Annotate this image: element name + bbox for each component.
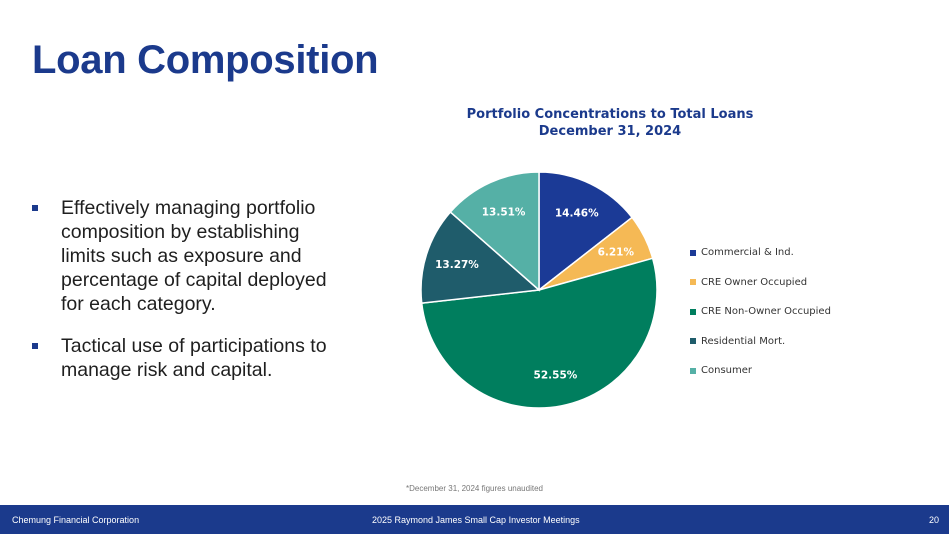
pie-label-consumer: 13.51% xyxy=(482,207,526,219)
pie-slice-cre-non-owner-occupied xyxy=(420,257,658,409)
pie-slice-consumer xyxy=(449,171,540,292)
chart-title-block: Portfolio Concentrations to Total Loans … xyxy=(440,106,780,140)
legend-label: Consumer xyxy=(701,365,752,377)
chart-title: Portfolio Concentrations to Total Loans xyxy=(466,107,754,122)
legend-item-commercial-ind: Commercial & Ind. xyxy=(690,238,831,268)
legend-label: Residential Mort. xyxy=(701,335,786,347)
pie-label-residential-mort: 13.27% xyxy=(435,259,479,271)
legend-swatch xyxy=(690,338,696,345)
slide-title: Loan Composition xyxy=(32,38,379,82)
bullet-square-icon xyxy=(32,343,38,349)
footer-company: Chemung Financial Corporation xyxy=(12,515,140,525)
legend-item-cre-non-owner-occupied: CRE Non-Owner Occupied xyxy=(690,297,831,327)
chart-subtitle: December 31, 2024 xyxy=(538,124,682,139)
pie-slice-commercial-ind xyxy=(538,171,634,292)
legend-item-residential-mort: Residential Mort. xyxy=(690,327,831,357)
footnote: *December 31, 2024 figures unaudited xyxy=(406,484,543,493)
bullet-text: Effectively managing portfolio compositi… xyxy=(61,197,327,315)
bullet-text: Tactical use of participations to manage… xyxy=(61,335,327,381)
legend-item-consumer: Consumer xyxy=(690,356,831,386)
legend-swatch xyxy=(690,308,696,315)
bullet-list: Effectively managing portfolio compositi… xyxy=(32,196,332,400)
pie-label-cre-owner-occupied: 6.21% xyxy=(598,246,635,258)
pie-label-commercial-ind: 14.46% xyxy=(555,208,599,220)
legend-label: CRE Owner Occupied xyxy=(701,276,808,288)
pie-slice-residential-mort xyxy=(420,210,541,304)
bullet-item: Effectively managing portfolio compositi… xyxy=(32,196,332,316)
legend-swatch xyxy=(690,249,696,256)
legend-item-cre-owner-occupied: CRE Owner Occupied xyxy=(690,268,831,298)
footer-bar: Chemung Financial Corporation 2025 Raymo… xyxy=(0,505,949,534)
legend-swatch xyxy=(690,279,696,286)
legend-label: Commercial & Ind. xyxy=(701,247,794,259)
page-number: 20 xyxy=(928,515,939,525)
footer-event: 2025 Raymond James Small Cap Investor Me… xyxy=(372,515,580,525)
pie-label-cre-non-owner-occupied: 52.55% xyxy=(534,369,578,381)
legend-swatch xyxy=(690,367,696,374)
legend-label: CRE Non-Owner Occupied xyxy=(701,306,831,318)
bullet-item: Tactical use of participations to manage… xyxy=(32,334,332,382)
bullet-square-icon xyxy=(32,205,38,211)
chart-legend: Commercial & Ind. CRE Owner Occupied CRE N… xyxy=(690,238,831,386)
